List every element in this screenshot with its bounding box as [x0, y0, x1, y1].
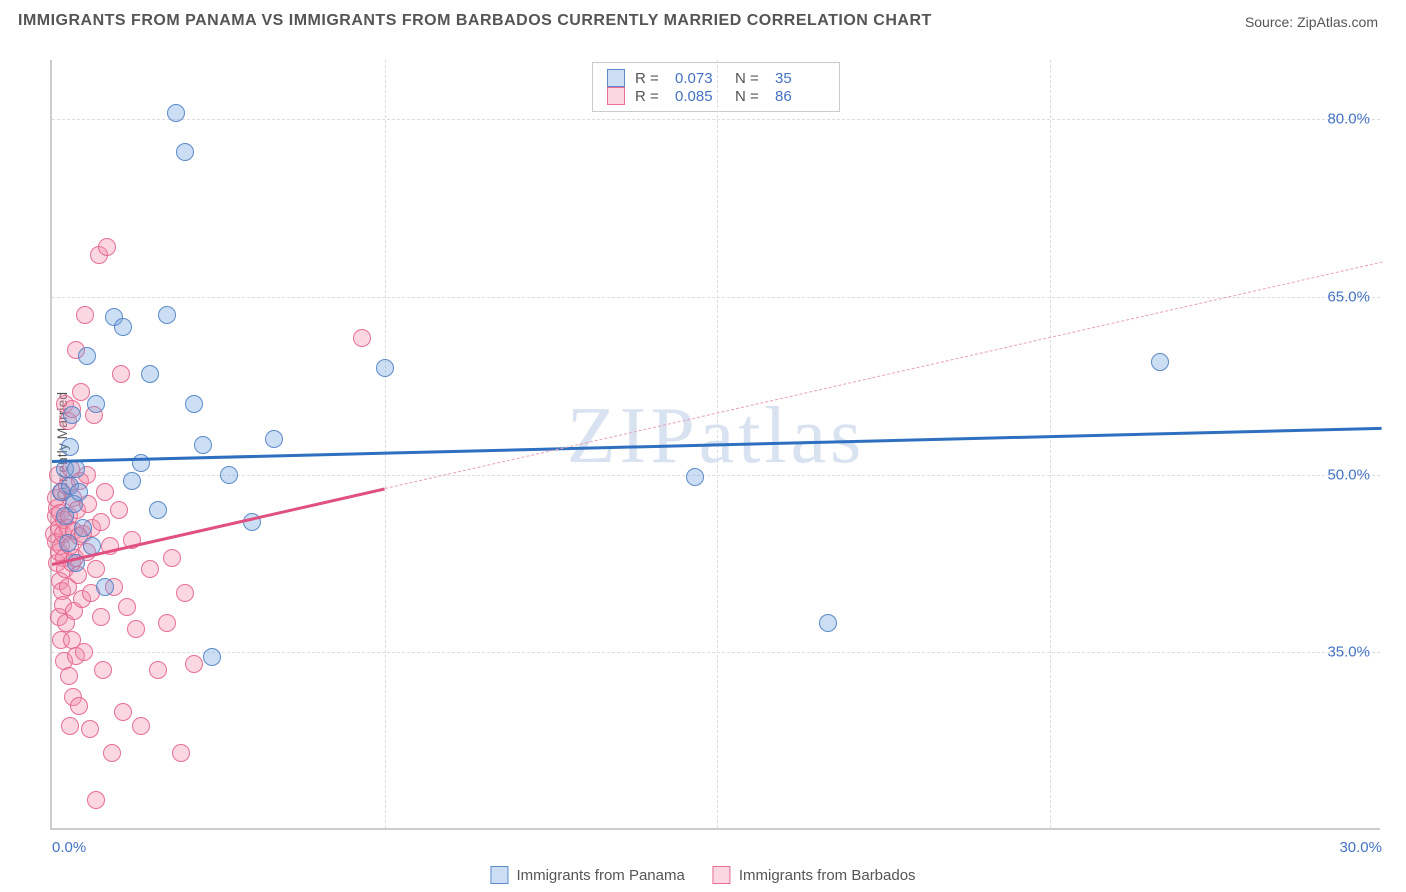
legend-r-label: R = [635, 70, 665, 87]
scatter-point-B [185, 655, 203, 673]
scatter-point-B [75, 643, 93, 661]
scatter-point-B [118, 598, 136, 616]
ytick-label: 80.0% [1327, 111, 1370, 128]
scatter-point-B [81, 720, 99, 738]
scatter-point-B [110, 501, 128, 519]
scatter-point-B [141, 560, 159, 578]
scatter-point-B [94, 661, 112, 679]
legend-n-label: N = [735, 70, 765, 87]
plot-area: ZIPatlas R = 0.073 N = 35 R = 0.085 N = … [50, 60, 1380, 830]
scatter-point-B [149, 661, 167, 679]
gridline-y [52, 652, 1380, 653]
legend-square-barbados [607, 87, 625, 105]
scatter-point-A [87, 395, 105, 413]
legend-square-panama [607, 69, 625, 87]
ytick-label: 35.0% [1327, 644, 1370, 661]
scatter-point-B [92, 608, 110, 626]
xtick-label: 0.0% [52, 839, 86, 856]
gridline-x [1050, 60, 1051, 828]
scatter-point-A [74, 519, 92, 537]
source-label: Source: ZipAtlas.com [1245, 14, 1378, 30]
scatter-point-B [87, 560, 105, 578]
scatter-point-A [265, 430, 283, 448]
scatter-point-A [176, 143, 194, 161]
legend-n-value-panama: 35 [775, 70, 825, 87]
legend-correlation: R = 0.073 N = 35 R = 0.085 N = 86 [592, 62, 840, 112]
scatter-point-A [61, 438, 79, 456]
scatter-point-A [70, 483, 88, 501]
ytick-label: 50.0% [1327, 466, 1370, 483]
scatter-point-A [819, 614, 837, 632]
scatter-point-B [353, 329, 371, 347]
scatter-point-B [76, 306, 94, 324]
legend-label-barbados: Immigrants from Barbados [739, 867, 916, 884]
scatter-point-B [61, 717, 79, 735]
gridline-y [52, 297, 1380, 298]
legend-series: Immigrants from Panama Immigrants from B… [490, 866, 915, 884]
scatter-point-B [114, 703, 132, 721]
scatter-point-B [112, 365, 130, 383]
legend-n-label: N = [735, 88, 765, 105]
scatter-point-B [172, 744, 190, 762]
scatter-point-A [158, 306, 176, 324]
scatter-point-A [63, 406, 81, 424]
scatter-point-A [167, 104, 185, 122]
scatter-point-A [96, 578, 114, 596]
scatter-point-B [103, 744, 121, 762]
scatter-point-B [132, 717, 150, 735]
scatter-point-A [686, 468, 704, 486]
trendline-dashed-B [384, 261, 1382, 489]
scatter-point-A [141, 365, 159, 383]
scatter-point-A [203, 648, 221, 666]
scatter-point-B [176, 584, 194, 602]
scatter-point-B [87, 791, 105, 809]
scatter-point-A [67, 460, 85, 478]
scatter-point-A [123, 472, 141, 490]
scatter-point-B [60, 667, 78, 685]
scatter-point-A [149, 501, 167, 519]
scatter-point-B [98, 238, 116, 256]
scatter-point-A [220, 466, 238, 484]
legend-r-label: R = [635, 88, 665, 105]
scatter-point-A [1151, 353, 1169, 371]
scatter-point-B [92, 513, 110, 531]
xtick-label: 30.0% [1339, 839, 1382, 856]
legend-label-panama: Immigrants from Panama [516, 867, 684, 884]
gridline-y [52, 475, 1380, 476]
legend-square-barbados-icon [713, 866, 731, 884]
scatter-point-B [72, 383, 90, 401]
scatter-point-A [185, 395, 203, 413]
scatter-point-A [132, 454, 150, 472]
ytick-label: 65.0% [1327, 288, 1370, 305]
legend-square-panama-icon [490, 866, 508, 884]
scatter-point-B [96, 483, 114, 501]
legend-row-panama: R = 0.073 N = 35 [607, 69, 825, 87]
scatter-point-A [114, 318, 132, 336]
legend-n-value-barbados: 86 [775, 88, 825, 105]
scatter-point-A [78, 347, 96, 365]
legend-item-panama: Immigrants from Panama [490, 866, 684, 884]
gridline-x [385, 60, 386, 828]
scatter-point-B [163, 549, 181, 567]
gridline-y [52, 119, 1380, 120]
scatter-point-A [376, 359, 394, 377]
scatter-point-B [158, 614, 176, 632]
chart-title: IMMIGRANTS FROM PANAMA VS IMMIGRANTS FRO… [18, 12, 932, 30]
chart-container: IMMIGRANTS FROM PANAMA VS IMMIGRANTS FRO… [0, 0, 1406, 892]
scatter-point-B [70, 697, 88, 715]
scatter-point-B [127, 620, 145, 638]
scatter-point-A [194, 436, 212, 454]
legend-item-barbados: Immigrants from Barbados [713, 866, 916, 884]
legend-row-barbados: R = 0.085 N = 86 [607, 87, 825, 105]
scatter-point-A [59, 534, 77, 552]
